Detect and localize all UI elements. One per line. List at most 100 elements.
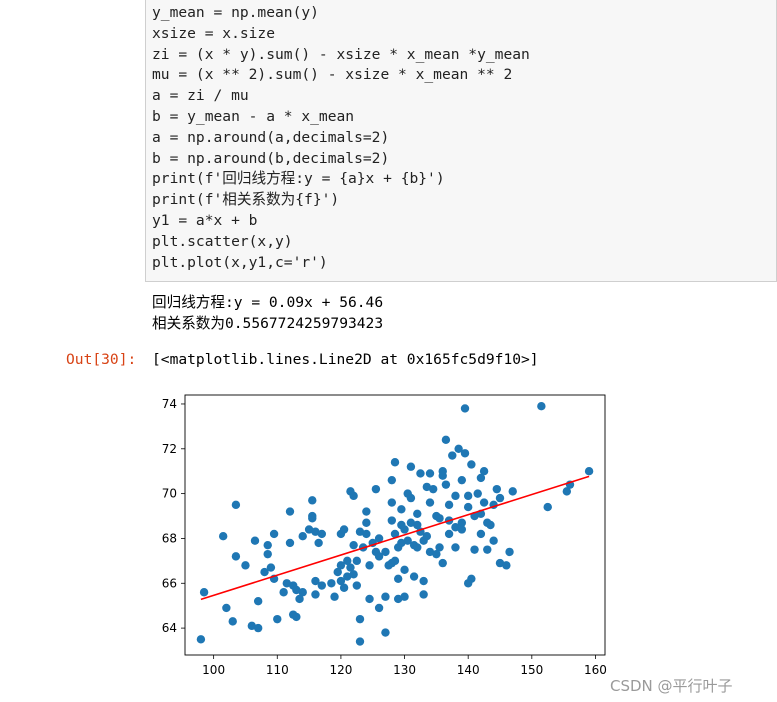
scatter-point — [495, 558, 505, 568]
scatter-point — [400, 592, 409, 601]
scatter-point — [425, 469, 435, 478]
scatter-point — [463, 502, 473, 512]
scatter-point — [473, 489, 482, 498]
x-tick-label: 140 — [457, 663, 480, 677]
y-tick-label: 66 — [162, 576, 177, 590]
scatter-point — [327, 579, 336, 588]
scatter-point — [409, 572, 419, 581]
scatter-point — [451, 491, 460, 501]
scatter-point — [479, 498, 489, 507]
scatter-point — [419, 576, 428, 586]
x-tick-label: 100 — [202, 663, 225, 677]
scatter-point — [537, 402, 546, 411]
scatter-point — [403, 536, 412, 545]
scatter-point — [374, 534, 384, 543]
scatter-point — [362, 507, 371, 516]
scatter-point — [336, 576, 346, 586]
scatter-point — [416, 469, 425, 478]
scatter-point — [413, 509, 422, 518]
scatter-point — [543, 502, 552, 512]
scatter-point — [584, 467, 594, 476]
scatter-point — [263, 540, 272, 550]
output-repr: [<matplotlib.lines.Line2D at 0x165fc5d9f… — [152, 351, 539, 368]
code-line: print(f'回归线方程:y = {a}x + {b}') — [152, 170, 445, 188]
scatter-point — [317, 529, 327, 539]
scatter-point — [218, 532, 228, 541]
scatter-point — [260, 567, 269, 577]
scatter-point — [285, 507, 295, 516]
scatter-point — [390, 556, 400, 566]
scatter-point — [489, 536, 498, 545]
scatter-point — [330, 592, 339, 601]
scatter-point — [413, 543, 422, 552]
x-tick-label: 160 — [584, 663, 607, 677]
scatter-point — [508, 487, 517, 496]
scatter-point — [435, 543, 444, 552]
scatter-point — [273, 614, 282, 624]
scatter-point — [196, 635, 206, 644]
y-tick-label: 68 — [162, 531, 177, 545]
scatter-point — [425, 498, 435, 507]
code-line: b = np.around(b,decimals=2) — [152, 149, 390, 167]
scatter-point — [505, 547, 514, 557]
scatter-point — [298, 588, 307, 597]
scatter-point — [397, 505, 406, 514]
scatter-point — [387, 475, 397, 485]
code-line: xsize = x.size — [152, 24, 276, 42]
x-tick-label: 150 — [520, 663, 543, 677]
scatter-point — [441, 435, 451, 445]
scatter-point — [250, 536, 260, 545]
scatter-point — [308, 514, 317, 523]
scatter-point — [387, 498, 397, 507]
scatter-point — [406, 462, 416, 471]
y-axis-ticks: 64 66 68 70 72 74 — [162, 397, 185, 635]
stdout-line: 回归线方程:y = 0.09x + 56.46 — [152, 294, 384, 311]
scatter-point — [231, 552, 241, 561]
scatter-point — [292, 612, 301, 622]
scatter-point — [502, 561, 511, 570]
scatter-point — [295, 594, 304, 604]
scatter-point — [311, 527, 320, 536]
scatter-point — [451, 523, 460, 532]
x-tick-label: 120 — [329, 663, 352, 677]
code-line: plt.plot(x,y1,c='r') — [152, 253, 328, 271]
scatter-point — [492, 484, 502, 494]
watermark: CSDN @平行叶子 — [610, 677, 733, 695]
scatter-point — [371, 484, 381, 494]
scatter-point — [428, 484, 438, 494]
scatter-point — [352, 556, 362, 566]
y-tick-label: 64 — [162, 621, 177, 635]
code-line: a = np.around(a,decimals=2) — [152, 128, 390, 146]
scatter-point — [495, 493, 505, 503]
code-cell-input[interactable]: y_mean = np.mean(y) xsize = x.size zi = … — [145, 0, 777, 282]
scatter-point — [282, 579, 292, 588]
code-line: b = y_mean - a * x_mean — [152, 107, 355, 125]
x-axis-ticks: 100 110 120 130 140 150 160 — [202, 655, 607, 677]
scatter-point — [457, 518, 467, 527]
scatter-point — [419, 590, 428, 599]
scatter-point — [444, 529, 454, 539]
scatter-point — [355, 614, 365, 624]
scatter-point — [486, 520, 495, 530]
scatter-point — [231, 500, 241, 510]
y-tick-label: 74 — [162, 397, 177, 411]
scatter-point — [387, 516, 397, 525]
y-tick-label: 70 — [162, 487, 177, 501]
scatter-point — [343, 556, 352, 566]
scatter-point — [365, 594, 374, 604]
regression-line — [200, 475, 590, 601]
scatter-point — [355, 637, 365, 646]
scatter-point — [406, 518, 416, 527]
scatter-point — [362, 529, 371, 539]
scatter-point — [438, 467, 447, 476]
stdout-output: 回归线方程:y = 0.09x + 56.46 相关系数为0.5567724259… — [152, 292, 383, 334]
scatter-point — [457, 525, 467, 534]
scatter-point — [292, 585, 301, 595]
output-prompt: Out[30]: — [66, 351, 137, 368]
scatter-point — [470, 545, 479, 554]
scatter-point — [400, 565, 409, 575]
scatter-point — [381, 592, 390, 601]
scatter-point — [457, 475, 467, 485]
scatter-point — [413, 520, 422, 530]
code-editor[interactable]: y_mean = np.mean(y) xsize = x.size zi = … — [152, 3, 530, 273]
